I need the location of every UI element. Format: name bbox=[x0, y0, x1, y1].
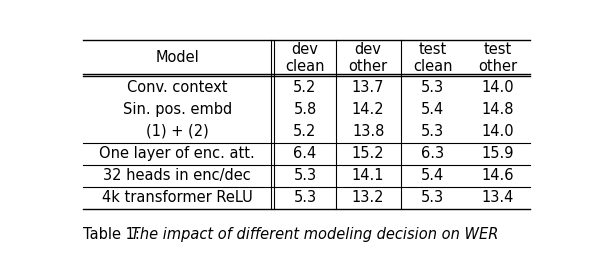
Text: 5.3: 5.3 bbox=[293, 190, 317, 205]
Text: 13.2: 13.2 bbox=[352, 190, 384, 205]
Text: 5.8: 5.8 bbox=[293, 102, 317, 117]
Text: test
clean: test clean bbox=[413, 42, 453, 74]
Text: 5.3: 5.3 bbox=[421, 124, 444, 139]
Text: 15.2: 15.2 bbox=[352, 146, 384, 161]
Text: 14.0: 14.0 bbox=[481, 80, 514, 95]
Text: 13.8: 13.8 bbox=[352, 124, 384, 139]
Text: 5.2: 5.2 bbox=[293, 124, 317, 139]
Text: Table 1:: Table 1: bbox=[83, 227, 145, 242]
Text: The impact of different modeling decision on WER: The impact of different modeling decisio… bbox=[131, 227, 498, 242]
Text: 13.7: 13.7 bbox=[352, 80, 384, 95]
Text: 32 heads in enc/dec: 32 heads in enc/dec bbox=[103, 168, 251, 183]
Text: 14.6: 14.6 bbox=[481, 168, 514, 183]
Text: 14.2: 14.2 bbox=[352, 102, 384, 117]
Text: 5.4: 5.4 bbox=[421, 168, 444, 183]
Text: Sin. pos. embd: Sin. pos. embd bbox=[122, 102, 232, 117]
Text: 4k transformer ReLU: 4k transformer ReLU bbox=[102, 190, 252, 205]
Text: 14.1: 14.1 bbox=[352, 168, 384, 183]
Text: 5.2: 5.2 bbox=[293, 80, 317, 95]
Text: 14.8: 14.8 bbox=[481, 102, 514, 117]
Text: 5.4: 5.4 bbox=[421, 102, 444, 117]
Text: Model: Model bbox=[156, 51, 199, 65]
Text: 6.4: 6.4 bbox=[293, 146, 317, 161]
Text: dev
clean: dev clean bbox=[285, 42, 325, 74]
Text: dev
other: dev other bbox=[349, 42, 388, 74]
Text: Conv. context: Conv. context bbox=[127, 80, 228, 95]
Text: (1) + (2): (1) + (2) bbox=[146, 124, 208, 139]
Text: 5.3: 5.3 bbox=[293, 168, 317, 183]
Text: 6.3: 6.3 bbox=[421, 146, 444, 161]
Text: test
other: test other bbox=[478, 42, 517, 74]
Text: 5.3: 5.3 bbox=[421, 190, 444, 205]
Text: 15.9: 15.9 bbox=[481, 146, 514, 161]
Text: One layer of enc. att.: One layer of enc. att. bbox=[99, 146, 255, 161]
Text: 5.3: 5.3 bbox=[421, 80, 444, 95]
Text: 13.4: 13.4 bbox=[481, 190, 514, 205]
Text: 14.0: 14.0 bbox=[481, 124, 514, 139]
